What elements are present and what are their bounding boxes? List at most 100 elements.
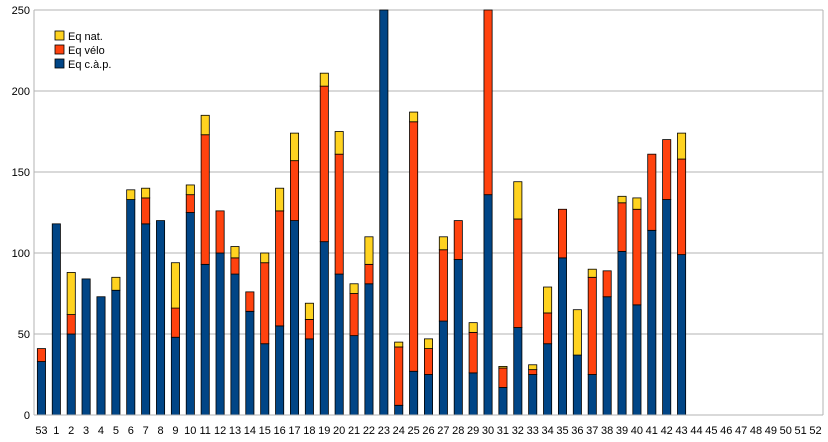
bar-segment <box>364 236 374 265</box>
x-tick-label: 20 <box>333 425 345 437</box>
bar-segment <box>200 263 210 416</box>
bar-segment <box>349 335 359 416</box>
bar-segment <box>543 343 553 416</box>
bar-segment <box>260 343 270 416</box>
bar-segment <box>230 246 240 259</box>
bar-segment <box>453 220 463 260</box>
bar-segment <box>36 361 46 416</box>
bar-segment <box>557 208 567 259</box>
bar-segment <box>587 268 597 278</box>
x-tick-label: 34 <box>541 425 553 437</box>
bar-segment <box>260 252 270 264</box>
bar-segment <box>498 367 508 388</box>
bar-segment <box>319 241 329 416</box>
bar-segment <box>334 273 344 416</box>
x-tick-label: 53 <box>35 425 47 437</box>
x-tick-label: 52 <box>809 425 821 437</box>
bar-segment <box>572 309 582 356</box>
bar-segment <box>185 184 195 196</box>
bar-segment <box>200 134 210 265</box>
x-tick-label: 16 <box>274 425 286 437</box>
bar-segment <box>304 319 314 340</box>
bar-segment <box>319 72 329 87</box>
x-tick-label: 21 <box>348 425 360 437</box>
bar-segment <box>349 293 359 337</box>
x-tick-label: 10 <box>184 425 196 437</box>
bar-segment <box>170 262 180 309</box>
bar-segment <box>275 187 285 212</box>
x-tick-label: 8 <box>157 425 163 437</box>
bar-segment <box>632 208 642 306</box>
x-tick-label: 24 <box>393 425 405 437</box>
x-tick-label: 28 <box>452 425 464 437</box>
x-tick-label: 26 <box>422 425 434 437</box>
bar-segment <box>275 325 285 416</box>
x-tick-label: 19 <box>318 425 330 437</box>
bar-segment <box>513 181 523 220</box>
x-tick-label: 22 <box>363 425 375 437</box>
x-tick-label: 2 <box>68 425 74 437</box>
legend-label: Eq nat. <box>68 31 103 43</box>
x-tick-label: 25 <box>407 425 419 437</box>
x-tick-label: 9 <box>172 425 178 437</box>
bar-segment <box>290 220 300 416</box>
bar-segment <box>438 236 448 251</box>
bar-segment <box>424 338 433 349</box>
x-tick-label: 38 <box>601 425 613 437</box>
bar-segment <box>66 314 76 335</box>
bar-segment <box>394 404 404 416</box>
x-tick-label: 45 <box>705 425 717 437</box>
bar-segment <box>438 320 448 416</box>
bar-segment <box>677 254 687 416</box>
bar-segment <box>513 218 523 328</box>
bar-segment <box>438 249 448 322</box>
bar-segment <box>245 310 255 416</box>
legend-label: Eq c.à.p. <box>68 59 111 71</box>
x-tick-label: 44 <box>690 425 702 437</box>
bar-segment <box>662 139 672 200</box>
y-tick-label: 50 <box>18 329 30 341</box>
bar-segment <box>617 250 627 416</box>
x-tick-label: 15 <box>259 425 271 437</box>
bar-segment <box>602 270 612 298</box>
x-tick-label: 27 <box>437 425 449 437</box>
axes <box>33 10 824 416</box>
x-tick-label: 14 <box>244 425 256 437</box>
bar-segment <box>557 257 567 416</box>
bar-segment <box>379 9 389 416</box>
x-tick-label: 43 <box>675 425 687 437</box>
bar-segment <box>290 160 300 222</box>
bars <box>36 9 687 416</box>
bar-segment <box>528 369 538 375</box>
bar-segment <box>290 132 300 162</box>
bar-segment <box>215 210 225 254</box>
bar-segment <box>319 85 329 243</box>
x-tick-label: 42 <box>661 425 673 437</box>
bar-segment <box>81 278 91 416</box>
bar-segment <box>409 111 419 123</box>
bar-segment <box>334 153 344 275</box>
x-tick-label: 37 <box>586 425 598 437</box>
bar-segment <box>111 289 121 416</box>
bar-segment <box>170 307 180 338</box>
bar-segment <box>185 194 195 213</box>
x-tick-label: 51 <box>795 425 807 437</box>
bar-segment <box>334 131 344 155</box>
x-tick-label: 13 <box>229 425 241 437</box>
bar-segment <box>260 262 270 345</box>
bar-segment <box>126 189 136 200</box>
x-tick-label: 46 <box>720 425 732 437</box>
x-tick-label: 1 <box>53 425 59 437</box>
x-tick-label: 50 <box>780 425 792 437</box>
x-tick-label: 23 <box>378 425 390 437</box>
bar-segment <box>66 333 76 416</box>
x-tick-label: 3 <box>83 425 89 437</box>
bar-segment <box>156 220 166 416</box>
bar-segment <box>483 9 493 196</box>
bar-segment <box>647 229 657 416</box>
bar-segment <box>617 195 627 204</box>
bar-segment <box>409 121 419 372</box>
x-tick-label: 49 <box>765 425 777 437</box>
bar-segment <box>424 348 433 375</box>
bar-segment <box>409 370 419 416</box>
